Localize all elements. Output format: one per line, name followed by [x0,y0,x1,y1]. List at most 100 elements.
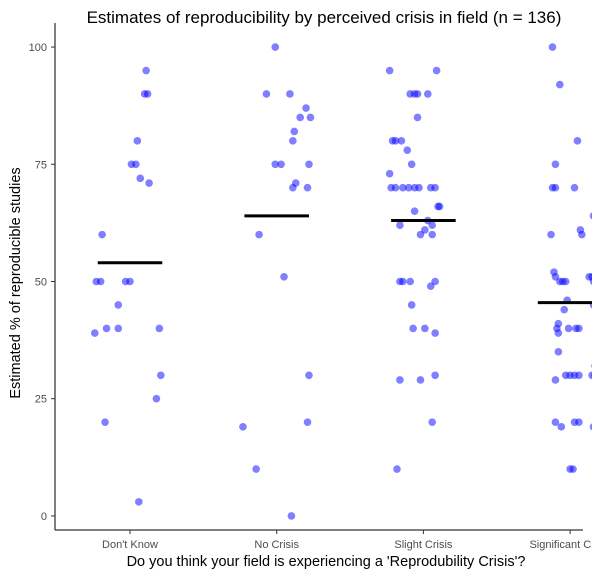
data-point [305,160,313,169]
data-point [396,221,404,230]
data-point [98,230,106,239]
data-point [561,277,570,286]
data-point [416,376,425,384]
data-point [289,137,297,145]
data-point [557,423,566,431]
data-point [399,277,407,286]
data-point [102,324,111,333]
data-point [435,202,444,211]
data-point [277,160,285,169]
data-point [556,277,564,286]
data-point [560,305,569,314]
y-tick-label: 100 [29,42,47,54]
data-point [239,423,247,431]
data-point [271,43,280,51]
data-point [413,90,422,98]
data-point [396,376,404,384]
data-point [431,329,439,337]
data-point [551,183,560,192]
x-axis-title: Do you think your field is experiencing … [127,554,526,570]
data-point [588,371,592,380]
data-point [133,137,142,145]
plot-area [90,43,592,520]
data-point [556,80,564,89]
data-point [403,146,412,155]
data-point [290,127,299,136]
data-point [575,418,583,426]
data-point [145,179,153,187]
y-tick-label: 25 [35,394,47,406]
data-point [126,277,134,286]
data-point [416,230,425,239]
data-point [101,418,109,426]
data-point [143,90,152,98]
data-point [385,66,394,75]
data-point [554,348,563,356]
data-point [428,230,437,239]
data-point [90,329,99,337]
data-point [428,221,437,230]
data-point [385,169,394,178]
y-axis-title: Estimated % of reproducible studies [8,167,24,398]
data-point [589,278,592,285]
data-point [296,113,304,122]
x-tick-label: Significant Crisis [529,539,592,551]
data-point [569,465,577,473]
data-point [391,183,400,192]
data-point [415,183,423,192]
data-point [397,137,406,145]
data-point [152,394,161,403]
data-point [428,418,437,426]
data-point [303,183,312,192]
data-point [289,183,297,192]
data-point [570,183,579,192]
data-point [252,465,260,473]
y-tick-label: 0 [41,511,47,523]
data-point [431,371,439,380]
data-point [426,282,435,290]
data-point [302,104,310,112]
x-tick-label: No Crisis [254,539,299,551]
data-point [306,113,315,122]
data-point [255,230,263,239]
y-tick-label: 75 [35,159,47,171]
data-point [286,90,294,98]
data-point [406,277,414,286]
data-point [575,371,583,380]
data-point [142,66,150,75]
data-point [589,423,592,431]
data-point [305,371,313,380]
data-point [575,324,583,333]
y-tick-label: 50 [35,277,47,289]
data-point [280,273,288,281]
data-point [432,66,441,75]
x-tick-label: Don't Know [102,539,158,551]
data-point [421,324,429,333]
data-point [262,90,271,98]
data-point [114,301,123,309]
data-point [271,160,280,169]
data-point [589,212,592,220]
data-point [551,418,560,426]
data-point [413,113,422,122]
data-point [424,90,432,98]
data-point [157,371,165,380]
data-point [547,230,555,239]
data-point [551,160,560,169]
data-point [548,43,557,51]
data-point [287,512,296,520]
x-axis-ticks: Don't Know No Crisis Slight Crisis Signific… [102,530,592,551]
data-point [399,183,407,192]
data-point [391,137,400,145]
data-point [407,160,416,169]
data-point [155,324,164,333]
data-point [114,324,123,333]
data-point [303,418,312,426]
data-point [409,324,417,333]
chart-title: Estimates of reproducibility by perceive… [87,8,562,27]
data-point [136,174,145,183]
data-point [578,230,586,239]
data-point [135,498,143,506]
data-point [96,277,105,286]
